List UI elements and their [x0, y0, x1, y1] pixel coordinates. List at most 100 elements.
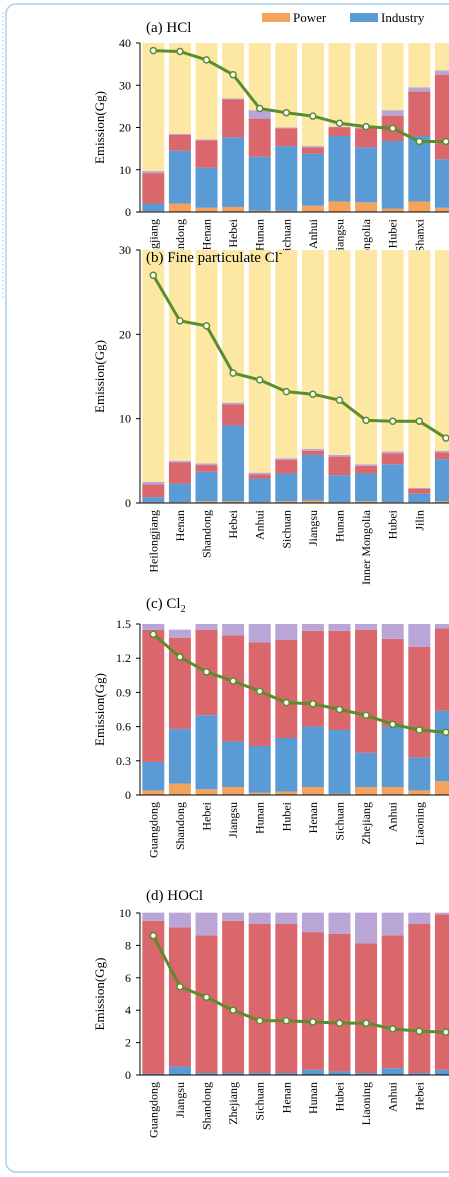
bar-segment [434, 74, 449, 160]
bar-segment [168, 483, 191, 503]
bar-segment [301, 1069, 324, 1075]
bar-segment [408, 91, 431, 136]
title-text: (a) HCl [146, 20, 191, 36]
bar-segment [408, 488, 431, 494]
line-marker [309, 1018, 317, 1026]
bar-segment [142, 497, 165, 503]
y-tick-label: 0 [125, 788, 131, 802]
bar-segment [408, 87, 431, 92]
bar-segment [355, 1073, 378, 1075]
bar-segment [275, 43, 298, 128]
bar-segment [222, 137, 245, 207]
bar-segment [328, 456, 351, 476]
chart-title: (c) Cl2 [146, 596, 186, 615]
bar-segment [142, 912, 165, 921]
y-tick-label: 0.3 [116, 754, 131, 768]
bar-segment [328, 454, 351, 457]
bar-segment [328, 912, 351, 934]
legend-swatch [262, 13, 290, 22]
bar-segment [434, 914, 449, 1070]
x-tick-label: Hubei [279, 801, 293, 831]
bar-segment [381, 141, 404, 209]
x-tick-label: Inner Mongolia [359, 509, 373, 585]
chart-title: (b) Fine particulate Cl- [146, 248, 282, 266]
bar-segment [301, 912, 324, 933]
bar-segment [301, 205, 324, 212]
bar-segment [434, 159, 449, 208]
bar-segment [168, 203, 191, 212]
y-tick-label: 10 [119, 906, 131, 920]
title-sub: 2 [181, 604, 186, 615]
bar-segment [168, 462, 191, 484]
frame [5, 3, 449, 1173]
bar-segment [408, 646, 431, 758]
bar-segment [328, 43, 351, 127]
bar-segment [301, 454, 324, 501]
bar-segment [434, 70, 449, 75]
bar-segment [222, 98, 245, 100]
bar-segment [328, 730, 351, 794]
y-tick-label: 30 [119, 243, 131, 257]
bar-segment [328, 630, 351, 731]
bar-segment [434, 43, 449, 71]
line-marker [202, 56, 211, 64]
x-tick-label: Guangdong [146, 802, 160, 858]
bar-segment [195, 789, 218, 795]
bar-segment [355, 128, 378, 148]
bar-segment [355, 943, 378, 1074]
line-marker [362, 711, 370, 719]
bar-segment [222, 43, 245, 99]
bar-segment [328, 624, 351, 631]
bar-segment [434, 912, 449, 915]
line-marker [229, 70, 237, 79]
line-marker [255, 687, 264, 696]
bar-segment [301, 726, 324, 788]
line-marker [282, 387, 291, 396]
line-marker [202, 668, 211, 676]
bar-segment [355, 202, 378, 212]
bar-segment [381, 110, 404, 116]
x-tick-label: Jilin [412, 510, 426, 531]
panel: 0 0.3 0.6 0.9 1.2 1.5 Emission(Gg) Guangdong Sha… [92, 596, 449, 858]
x-tick-label: Hebei [226, 218, 240, 247]
y-axis-label: Emission(Gg) [92, 340, 107, 413]
bar-segment [381, 912, 404, 936]
bar-segment [381, 1068, 404, 1075]
bar-segment [168, 927, 191, 1067]
line-marker [282, 108, 291, 117]
y-tick-label: 1.5 [116, 617, 131, 631]
bar-segment [222, 912, 245, 921]
bar-segment [328, 126, 351, 128]
bar-segment [355, 629, 378, 753]
bar-segment [381, 250, 404, 452]
x-tick-label: Hunan [253, 219, 267, 251]
y-tick-label: 20 [119, 327, 131, 341]
bar-segment [248, 110, 271, 119]
bar-segment [408, 487, 431, 489]
bar-segment [168, 43, 191, 134]
x-tick-label: Hunan [253, 802, 267, 834]
bar-segment [275, 128, 298, 147]
x-tick-label: Hebei [412, 1081, 426, 1110]
bar-segment [381, 451, 404, 454]
x-tick-label: Hunan [306, 1082, 320, 1114]
bar-segment [408, 43, 431, 88]
line-marker [415, 726, 424, 734]
y-tick-label: 40 [119, 36, 131, 50]
line-marker [442, 1028, 449, 1036]
bar-segment [222, 404, 245, 426]
bar-segment [408, 493, 431, 503]
bar-segment [408, 624, 431, 647]
bar-segment [142, 250, 165, 482]
bar-segment [248, 745, 271, 793]
bar-segment [195, 624, 218, 630]
line-marker [335, 396, 344, 404]
line-marker [149, 271, 158, 280]
bar-segment [222, 425, 245, 502]
bar-segment [408, 757, 431, 791]
bar-segment [328, 933, 351, 1072]
bar-segment [195, 207, 218, 212]
line-marker [442, 728, 449, 737]
x-tick-label: Heilongjiang [146, 510, 160, 573]
x-tick-label: Sichuan [253, 1082, 267, 1121]
